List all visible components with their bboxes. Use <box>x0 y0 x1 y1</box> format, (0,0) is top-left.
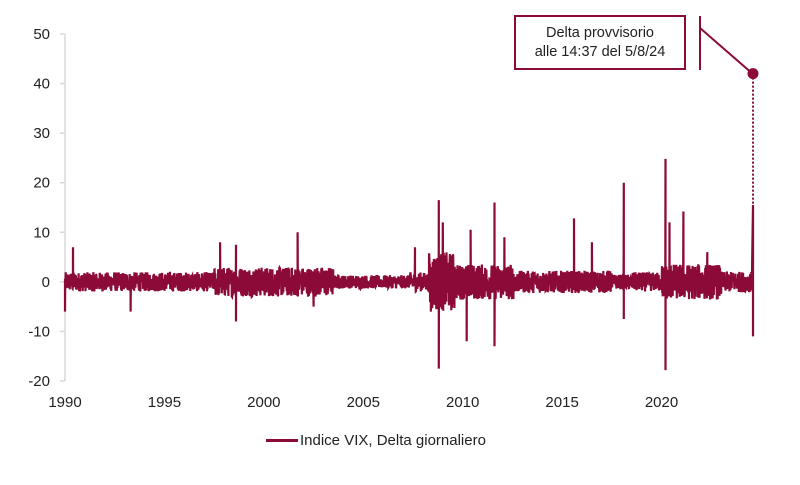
annotation-box: Delta provvisorio alle 14:37 del 5/8/24 <box>514 15 686 70</box>
annotation-line-1: Delta provvisorio <box>546 24 654 41</box>
y-tick-label: 40 <box>33 76 50 93</box>
provisional-point-dot <box>747 68 759 80</box>
annotation-marker <box>699 16 759 206</box>
x-tick-label: 2020 <box>645 394 678 411</box>
y-tick-label: 10 <box>33 224 50 241</box>
x-tick-label: 1990 <box>48 394 81 411</box>
y-tick-label: 30 <box>33 125 50 142</box>
annotation-line-2: alle 14:37 del 5/8/24 <box>534 43 666 60</box>
series-line <box>63 158 755 371</box>
legend-label: Indice VIX, Delta giornaliero <box>300 432 486 449</box>
x-tick-label: 2000 <box>247 394 280 411</box>
y-tick-label: 50 <box>33 26 50 43</box>
x-tick-label: 2010 <box>446 394 479 411</box>
y-tick-label: -10 <box>28 323 50 340</box>
y-tick-label: 20 <box>33 175 50 192</box>
y-tick-label: -20 <box>28 373 50 390</box>
x-tick-label: 1995 <box>148 394 181 411</box>
x-tick-label: 2015 <box>545 394 578 411</box>
x-tick-label: 2005 <box>347 394 380 411</box>
y-tick-label: 0 <box>42 274 50 291</box>
legend: Indice VIX, Delta giornaliero <box>266 432 486 449</box>
y-axis-ticks: 50 40 30 20 10 0 -10 -20 <box>28 26 65 390</box>
legend-line-swatch <box>266 439 298 442</box>
x-axis-ticks: 1990 1995 2000 2005 2010 2015 2020 <box>48 394 678 411</box>
callout-leader <box>699 27 750 72</box>
series-vix-delta <box>63 158 755 371</box>
